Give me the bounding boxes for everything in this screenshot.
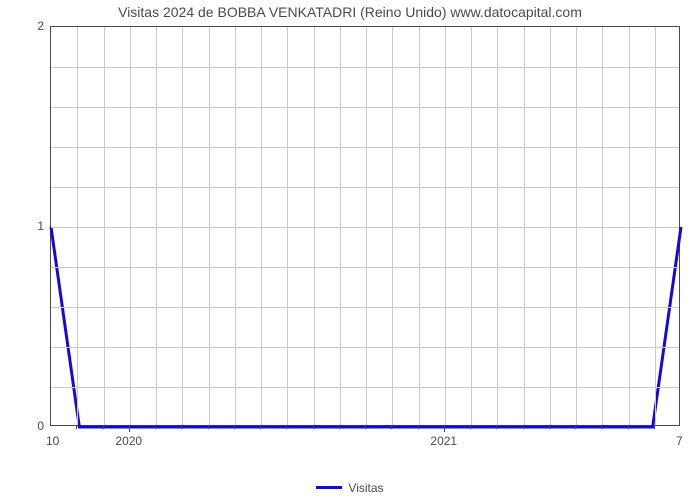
xtick-minor [313, 426, 314, 429]
gridline-horizontal-minor [51, 307, 679, 308]
chart-container: Visitas 2024 de BOBBA VENKATADRI (Reino … [0, 0, 700, 500]
legend-swatch [316, 486, 342, 489]
xtick-minor [418, 426, 419, 429]
xtick-minor [155, 426, 156, 429]
xtick-minor [234, 426, 235, 429]
gridline-vertical-minor [77, 27, 78, 425]
xtick-minor [575, 426, 576, 429]
legend-label: Visitas [348, 481, 383, 495]
xtick-minor [286, 426, 287, 429]
gridline-vertical [445, 27, 446, 425]
ytick-label: 1 [28, 219, 44, 233]
xtick-minor [470, 426, 471, 429]
gridline-vertical-minor [287, 27, 288, 425]
xtick-minor [523, 426, 524, 429]
gridline-vertical-minor [524, 27, 525, 425]
xtick-label: 2020 [115, 434, 142, 448]
gridline-vertical-minor [471, 27, 472, 425]
xtick-minor [260, 426, 261, 429]
gridline-horizontal-minor [51, 267, 679, 268]
xtick-minor [76, 426, 77, 429]
xtick [444, 426, 445, 432]
gridline-horizontal-minor [51, 147, 679, 148]
gridline-vertical-minor [497, 27, 498, 425]
xtick-minor [365, 426, 366, 429]
xtick-minor [391, 426, 392, 429]
gridline-vertical-minor [235, 27, 236, 425]
gridline-vertical-minor [655, 27, 656, 425]
ytick-label: 2 [28, 19, 44, 33]
plot-area [50, 26, 680, 426]
gridline-vertical-minor [602, 27, 603, 425]
corner-label-bottom-right: 7 [676, 434, 683, 448]
gridline-horizontal-minor [51, 187, 679, 188]
xtick-minor [103, 426, 104, 429]
corner-label-bottom-left: 10 [46, 434, 59, 448]
gridline-horizontal-minor [51, 67, 679, 68]
xtick-minor [601, 426, 602, 429]
legend-item-visitas: Visitas [316, 481, 383, 495]
gridline-vertical-minor [340, 27, 341, 425]
xtick-minor [208, 426, 209, 429]
chart-title: Visitas 2024 de BOBBA VENKATADRI (Reino … [0, 4, 700, 20]
gridline-vertical-minor [576, 27, 577, 425]
gridline-vertical-minor [629, 27, 630, 425]
xtick-minor [654, 426, 655, 429]
gridline-vertical-minor [366, 27, 367, 425]
gridline-vertical-minor [261, 27, 262, 425]
gridline-horizontal-minor [51, 347, 679, 348]
gridline-horizontal-minor [51, 107, 679, 108]
legend: Visitas [0, 476, 700, 495]
gridline-vertical-minor [419, 27, 420, 425]
xtick-minor [549, 426, 550, 429]
gridline-vertical-minor [209, 27, 210, 425]
gridline-vertical-minor [182, 27, 183, 425]
xtick-minor [628, 426, 629, 429]
xtick-label: 2021 [430, 434, 457, 448]
xtick-minor [181, 426, 182, 429]
gridline-vertical-minor [550, 27, 551, 425]
gridline-horizontal [51, 227, 679, 228]
xtick [129, 426, 130, 432]
ytick-label: 0 [28, 419, 44, 433]
gridline-vertical-minor [392, 27, 393, 425]
gridline-vertical-minor [104, 27, 105, 425]
xtick-minor [496, 426, 497, 429]
gridline-horizontal-minor [51, 387, 679, 388]
xtick-minor [339, 426, 340, 429]
gridline-vertical [130, 27, 131, 425]
gridline-vertical-minor [156, 27, 157, 425]
gridline-vertical-minor [314, 27, 315, 425]
